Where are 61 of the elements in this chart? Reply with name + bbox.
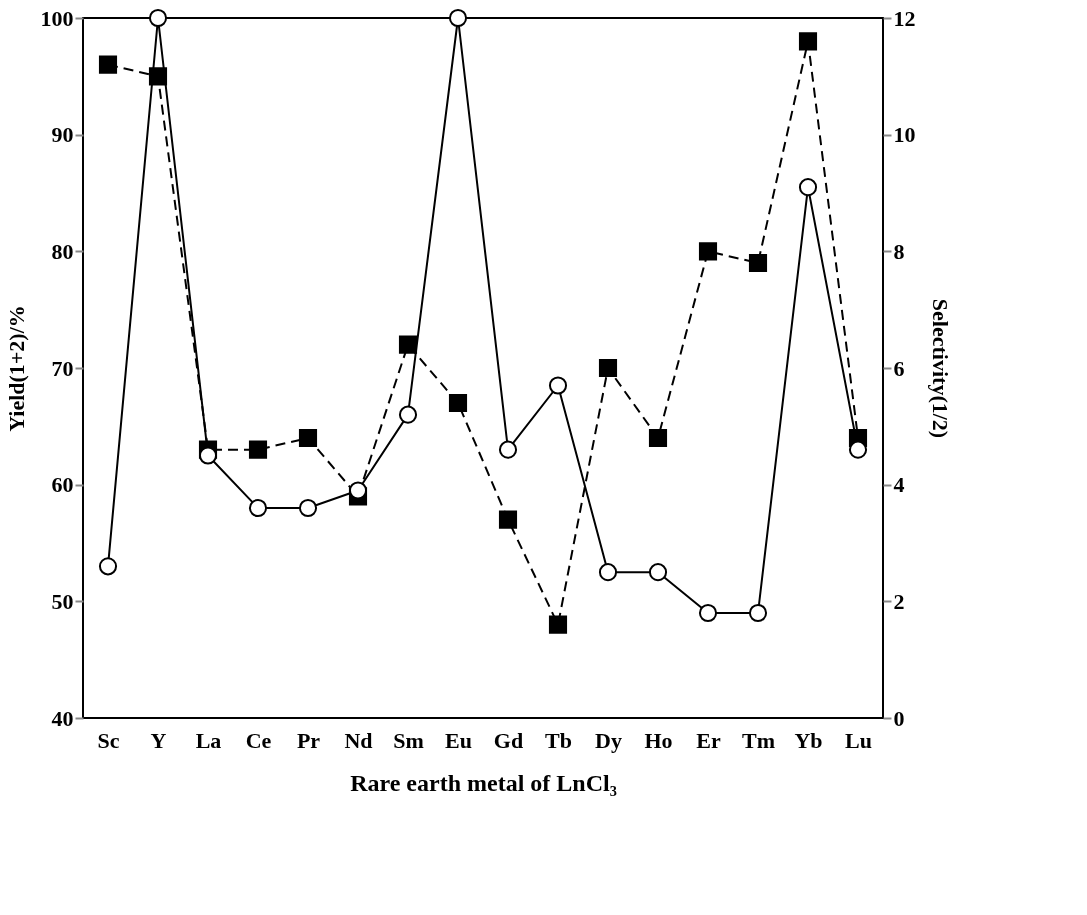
point xyxy=(298,498,318,518)
x-tick-label: Tb xyxy=(545,727,572,753)
point xyxy=(98,557,118,576)
x-tick-label: Pr xyxy=(296,727,321,753)
point xyxy=(248,440,268,459)
point xyxy=(648,563,668,582)
point xyxy=(698,603,718,623)
y2-tick-label: 8 xyxy=(893,238,905,264)
point xyxy=(798,178,818,197)
x-tick-label: Lu xyxy=(845,727,872,753)
y-tick-label: 100 xyxy=(40,5,74,31)
x-tick-label: Ce xyxy=(245,727,272,753)
y2-tick-label: 6 xyxy=(893,355,905,381)
point xyxy=(448,8,468,28)
y-tick-label: 90 xyxy=(51,122,74,148)
point xyxy=(598,563,618,582)
x-tick-label: Sc xyxy=(97,727,120,753)
point xyxy=(448,393,468,413)
y2-tick-label: 4 xyxy=(893,472,905,498)
point xyxy=(598,358,618,378)
x-tick-label: Ho xyxy=(644,727,673,753)
point xyxy=(398,405,418,424)
point xyxy=(98,55,118,74)
y-tick-label: 70 xyxy=(51,355,74,381)
point xyxy=(748,253,768,273)
x-tick-label: Dy xyxy=(595,727,622,753)
point xyxy=(548,615,568,634)
point xyxy=(198,446,218,465)
y-tick-label: 80 xyxy=(51,238,74,264)
x-axis-title: Rare earth metal of LnCl₃ xyxy=(350,769,617,796)
y2-tick-label: 10 xyxy=(893,122,916,148)
x-tick-label: Y xyxy=(150,727,167,753)
x-tick-label: La xyxy=(195,727,222,753)
point xyxy=(248,498,268,518)
point xyxy=(848,440,868,459)
point xyxy=(698,242,718,261)
point xyxy=(398,335,418,354)
y-tick-label: 40 xyxy=(51,705,74,731)
y-tick-label: 60 xyxy=(51,472,74,498)
x-tick-label: Sm xyxy=(393,727,424,753)
x-tick-label: Gd xyxy=(493,727,524,753)
x-tick-label: Er xyxy=(696,727,721,753)
point xyxy=(298,428,318,448)
y2-tick-label: 0 xyxy=(893,705,905,731)
point xyxy=(498,510,518,529)
x-tick-label: Yb xyxy=(794,727,823,753)
y2-tick-label: 2 xyxy=(893,588,905,614)
y-axis-title: Yield(1+2)/% xyxy=(3,305,29,432)
x-tick-label: Tm xyxy=(742,727,775,753)
y2-tick-label: 12 xyxy=(893,5,916,31)
y-tick-label: 50 xyxy=(51,588,74,614)
point xyxy=(798,32,818,51)
point xyxy=(148,8,168,28)
x-tick-label: Nd xyxy=(344,727,373,753)
point xyxy=(548,376,568,395)
point xyxy=(348,481,368,500)
y2-axis-title: Selectivity(1/2) xyxy=(927,298,953,439)
point xyxy=(748,603,768,623)
x-tick-label: Eu xyxy=(445,727,472,753)
point xyxy=(648,428,668,448)
point xyxy=(498,440,518,459)
